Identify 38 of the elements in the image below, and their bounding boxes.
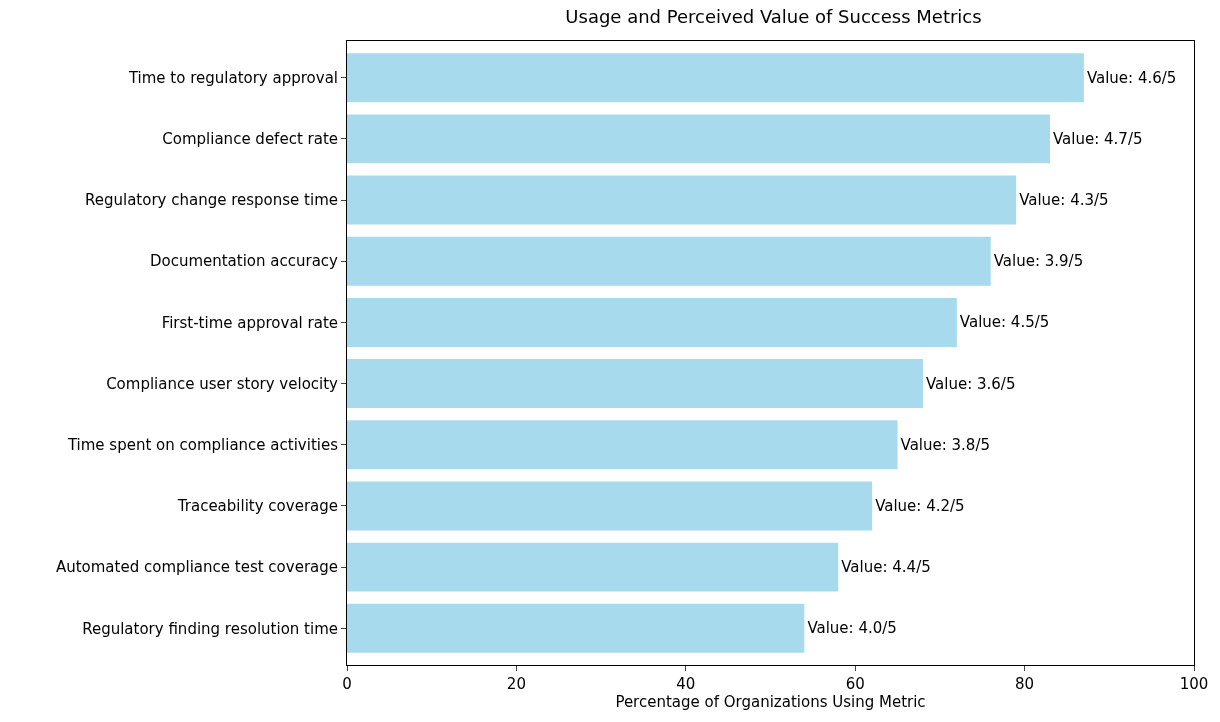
x-tick-label: 40: [676, 675, 696, 693]
y-tick-label: Compliance defect rate: [162, 130, 338, 149]
data-label: Value: 4.6/5: [1086, 68, 1177, 87]
x-tick-label: 0: [342, 675, 352, 693]
data-label: Value: 4.5/5: [959, 313, 1050, 332]
x-tick-label: 100: [1179, 675, 1209, 693]
y-tick-label: Automated compliance test coverage: [55, 558, 338, 577]
y-tick-label: Time spent on compliance activities: [66, 436, 339, 455]
x-axis-title: Percentage of Organizations Using Metric: [615, 693, 926, 711]
bar: [347, 603, 805, 653]
x-tick-label: 80: [1015, 675, 1035, 693]
data-label: Value: 4.0/5: [807, 619, 897, 638]
bar: [347, 297, 957, 347]
y-tick-label: Time to regulatory approval: [127, 68, 338, 87]
bar: [347, 114, 1051, 164]
x-tick-label: 60: [845, 675, 865, 693]
bar: [347, 236, 991, 286]
data-label: Value: 3.6/5: [925, 374, 1016, 393]
data-label: Value: 4.3/5: [1019, 191, 1109, 210]
data-label: Value: 3.9/5: [993, 252, 1084, 271]
data-label: Value: 4.2/5: [875, 496, 965, 515]
bar: [347, 359, 923, 409]
data-label: Value: 3.8/5: [900, 435, 991, 454]
y-tick-label: Traceability coverage: [176, 497, 338, 516]
y-tick-label: First-time approval rate: [161, 313, 338, 332]
y-tick-label: Regulatory change response time: [85, 191, 338, 210]
bar: [347, 53, 1084, 103]
bar: [347, 542, 839, 592]
y-tick-label: Documentation accuracy: [149, 252, 339, 271]
bar: [347, 481, 873, 531]
data-label: Value: 4.7/5: [1053, 129, 1143, 148]
bar: [347, 420, 898, 470]
y-tick-label: Regulatory finding resolution time: [82, 619, 338, 638]
x-tick-label: 20: [506, 675, 526, 693]
bar: [347, 175, 1017, 225]
data-label: Value: 4.4/5: [841, 558, 931, 577]
y-tick-label: Compliance user story velocity: [106, 374, 339, 393]
chart-title: Usage and Perceived Value of Success Metrics: [565, 6, 982, 28]
